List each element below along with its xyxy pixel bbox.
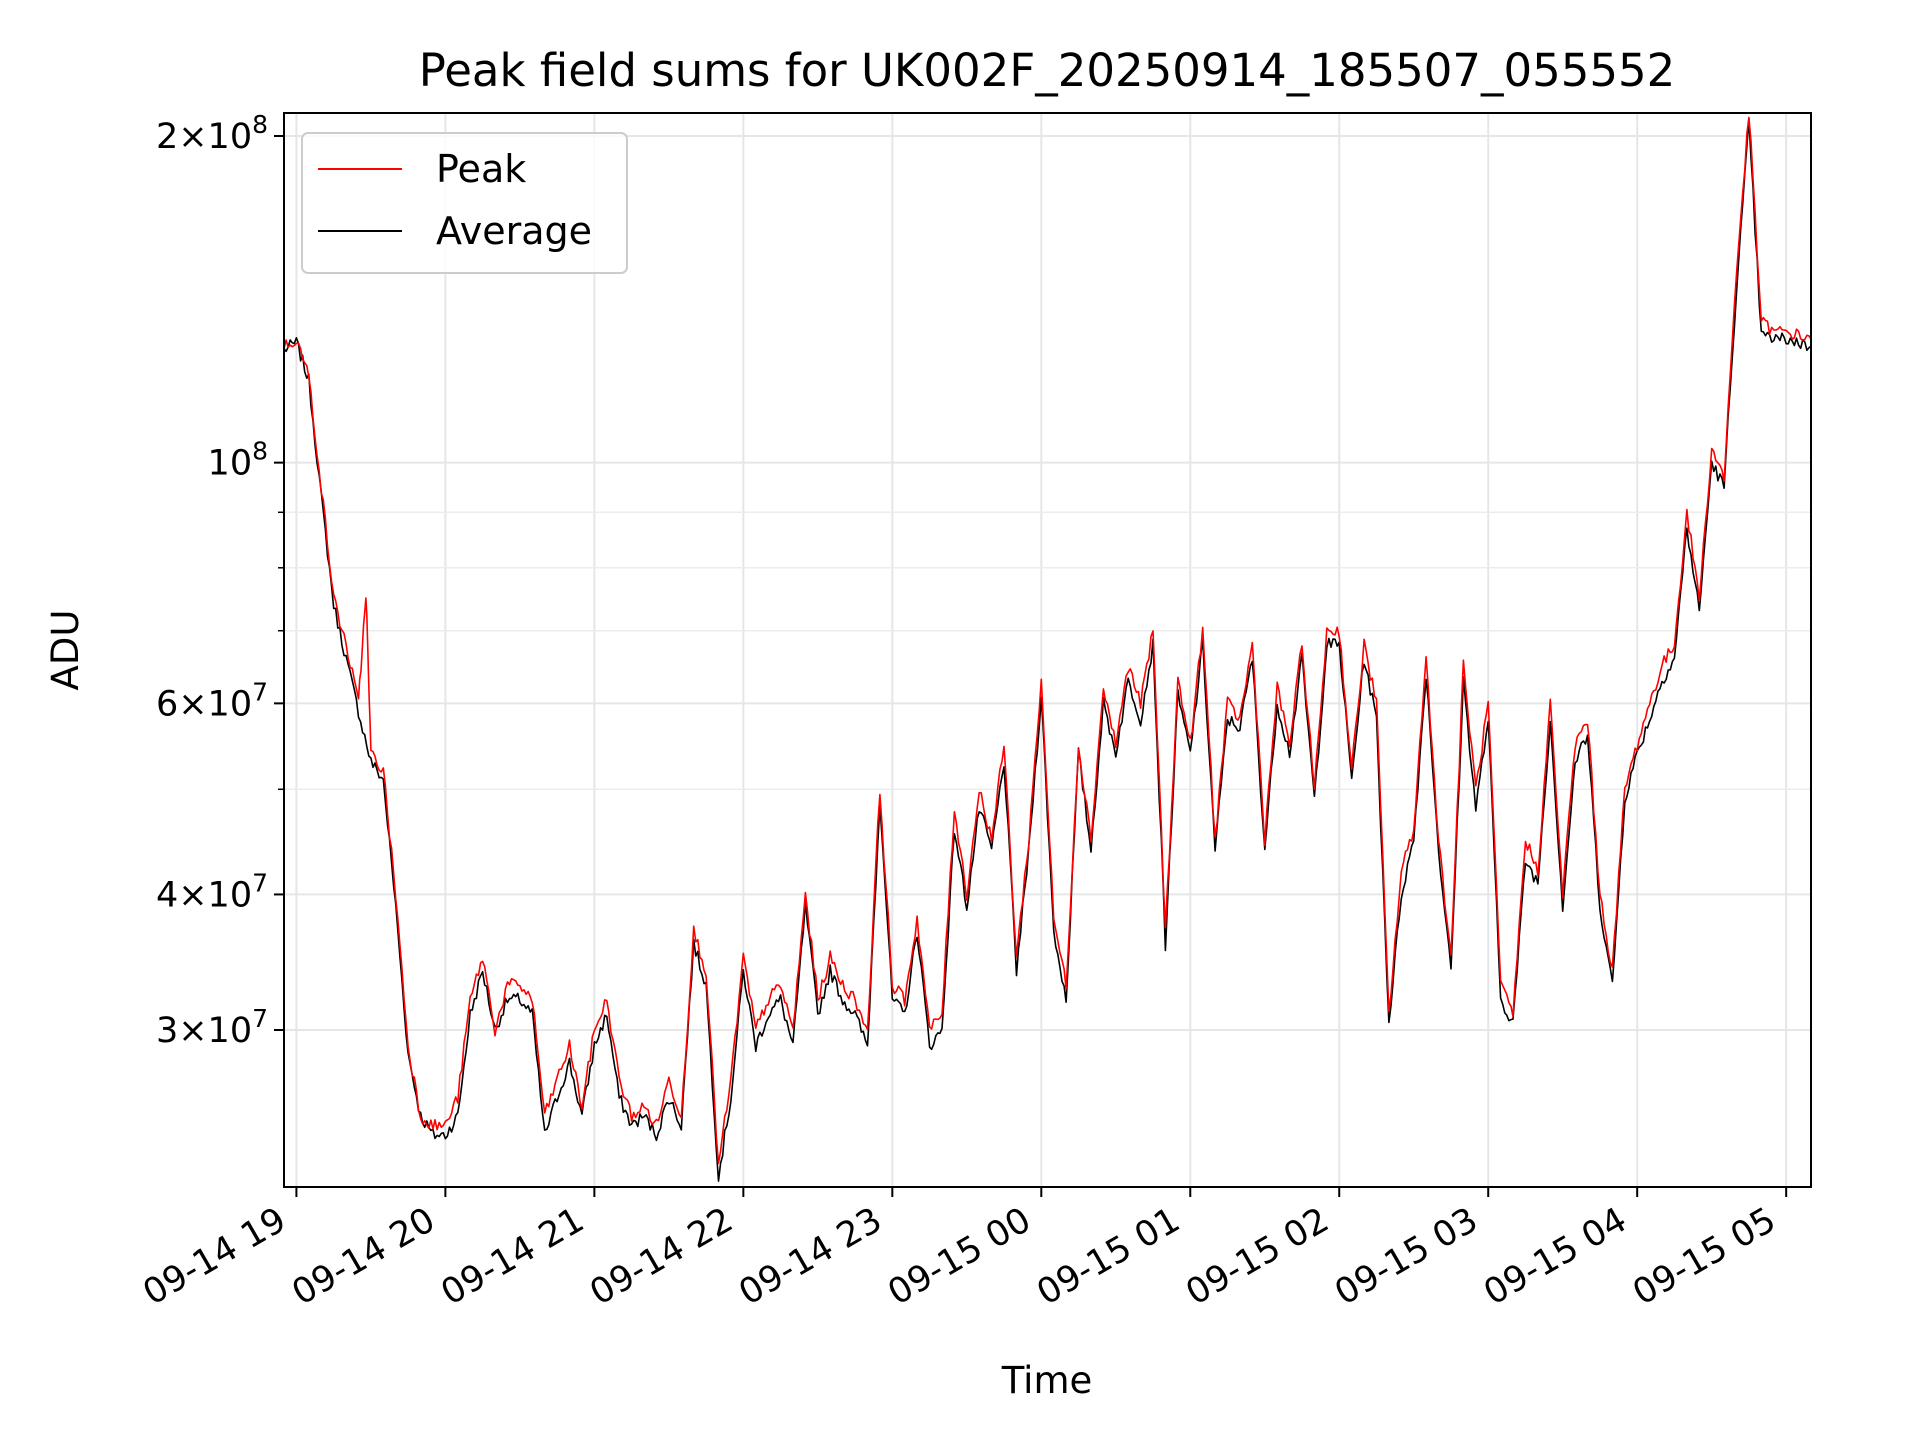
series-line-average xyxy=(283,118,1812,1182)
y-axis-ticks: 2×108 108 6×107 4×107 3×107 xyxy=(156,110,284,1051)
legend-label-peak: Peak xyxy=(436,147,526,191)
y-tick-label: 2×108 xyxy=(156,110,268,157)
y-axis-label: ADU xyxy=(44,610,87,691)
y-tick-label: 108 xyxy=(208,437,268,484)
chart-title: Peak field sums for UK002F_20250914_1855… xyxy=(419,44,1676,97)
y-tick-label: 3×107 xyxy=(156,1004,268,1051)
legend: Peak Average xyxy=(301,132,628,274)
y-tick-label: 6×107 xyxy=(156,677,268,724)
x-axis-label: Time xyxy=(1001,1359,1093,1402)
series-line-peak xyxy=(283,116,1812,1165)
legend-label-average: Average xyxy=(436,209,592,253)
series-lines xyxy=(283,116,1812,1182)
y-tick-label: 4×107 xyxy=(156,868,268,915)
plot-area-frame xyxy=(283,112,1812,1188)
